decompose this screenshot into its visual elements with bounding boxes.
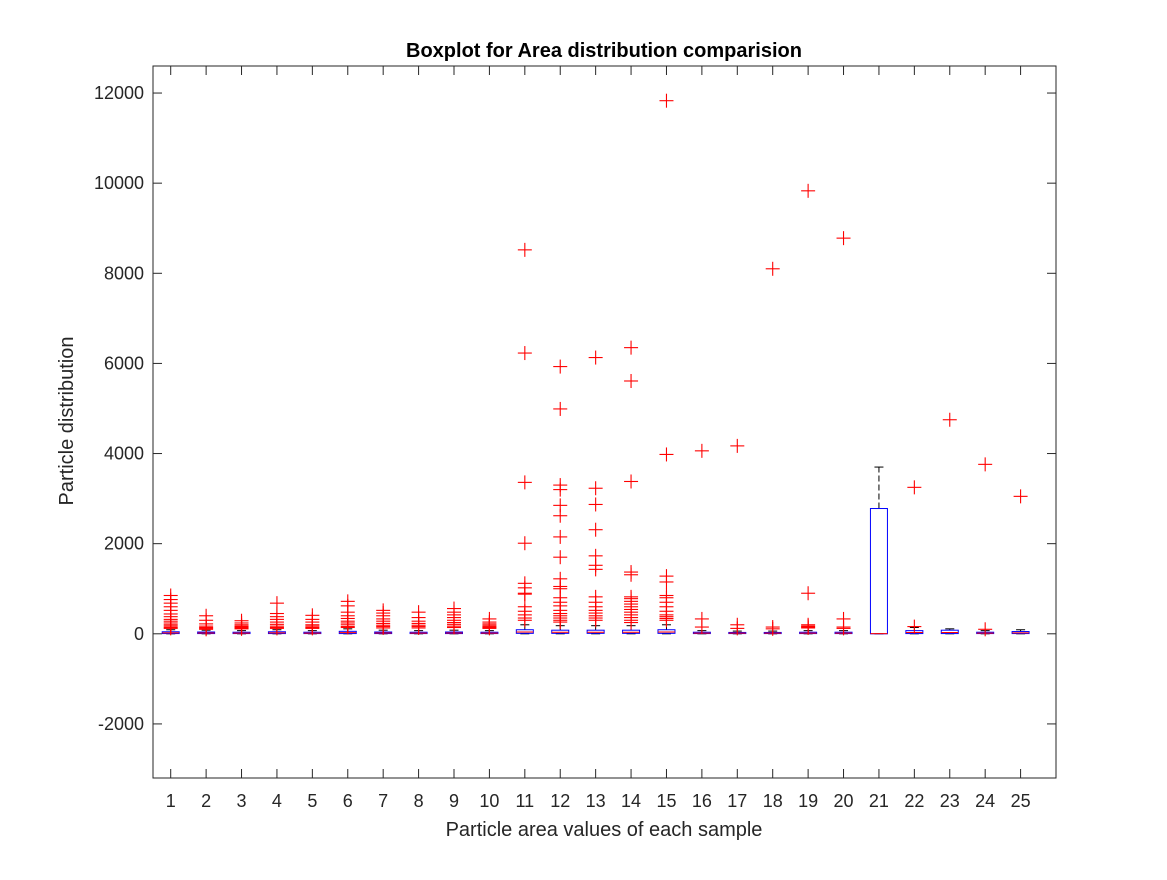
y-tick-label: 2000 [104,534,144,554]
y-tick-label: 8000 [104,263,144,283]
outlier-point [624,474,639,489]
y-axis-label: Particle distribution [56,337,78,506]
outlier-point [553,401,568,416]
outlier-point [340,620,355,635]
outlier-point [836,231,851,246]
x-tick-label: 8 [414,791,424,811]
outlier-point [199,622,214,637]
outlier-point [836,621,851,636]
outlier-point [588,562,603,577]
axes-frame [152,65,1057,779]
outlier-point [553,482,568,497]
outlier-point [517,346,532,361]
x-tick-label: 4 [272,791,282,811]
x-tick-label: 16 [692,791,712,811]
box [940,629,959,635]
x-tick-label: 24 [975,791,995,811]
x-tick-label: 13 [586,791,606,811]
outlier-point [624,615,639,630]
outlier-point [517,587,532,602]
box [869,508,888,635]
outlier-point [907,480,922,495]
outlier-point [978,622,993,637]
outlier-point [730,621,745,636]
outlier-point [765,261,780,276]
x-axis-label: Particle area values of each sample [446,819,763,841]
outlier-point [730,438,745,453]
outlier-point [305,621,320,636]
outlier-point [411,620,426,635]
y-tick-label: 6000 [104,353,144,373]
outlier-point [517,475,532,490]
x-tick-label: 21 [869,791,889,811]
x-tick-label: 10 [479,791,499,811]
outlier-point [624,373,639,388]
y-tick-label: 4000 [104,444,144,464]
outlier-point [907,619,922,634]
outlier-point [517,242,532,257]
y-tick-label: 0 [134,624,144,644]
outlier-point [553,615,568,630]
x-tick-label: 18 [763,791,783,811]
x-tick-label: 1 [166,791,176,811]
chart-title: Boxplot for Area distribution comparisio… [406,40,802,62]
y-tick-label: 12000 [94,83,144,103]
outlier-point [978,457,993,472]
outlier-point [659,613,674,628]
x-tick-label: 6 [343,791,353,811]
outlier-point [163,621,178,636]
x-tick-label: 17 [727,791,747,811]
x-tick-label: 22 [904,791,924,811]
outlier-point [588,481,603,496]
outlier-point [517,613,532,628]
x-tick-label: 20 [834,791,854,811]
outlier-point [694,443,709,458]
x-tick-label: 3 [237,791,247,811]
outlier-point [553,359,568,374]
outlier-point [801,620,816,635]
outlier-point [624,567,639,582]
x-tick-label: 9 [449,791,459,811]
outlier-point [1013,489,1028,504]
outlier-point [659,93,674,108]
outlier-point [553,508,568,523]
y-tick-label: -2000 [98,714,144,734]
outlier-point [447,620,461,635]
outlier-point [553,550,568,565]
outlier-point [553,529,568,544]
outlier-point [588,350,603,365]
outlier-point [588,497,603,512]
outlier-point [659,447,674,462]
outlier-point [269,621,284,636]
x-tick-label: 14 [621,791,641,811]
outlier-point [482,621,497,636]
outlier-point [694,620,709,635]
x-tick-label: 23 [940,791,960,811]
y-tick-label: 10000 [94,173,144,193]
outlier-point [517,536,532,551]
outlier-point [942,412,957,427]
outlier-point [801,183,816,198]
x-tick-label: 12 [550,791,570,811]
outlier-point [376,620,391,635]
outlier-point [765,621,780,636]
x-tick-label: 19 [798,791,818,811]
outlier-point [659,574,674,589]
x-tick-label: 2 [201,791,211,811]
outlier-point [588,522,603,537]
x-tick-label: 25 [1011,791,1031,811]
outlier-point [624,340,639,355]
x-tick-label: 7 [378,791,388,811]
outlier-point [234,621,249,636]
x-tick-label: 15 [656,791,676,811]
outlier-point [588,613,603,628]
outlier-point [801,586,816,601]
x-tick-label: 11 [515,791,534,811]
x-tick-label: 5 [307,791,317,811]
